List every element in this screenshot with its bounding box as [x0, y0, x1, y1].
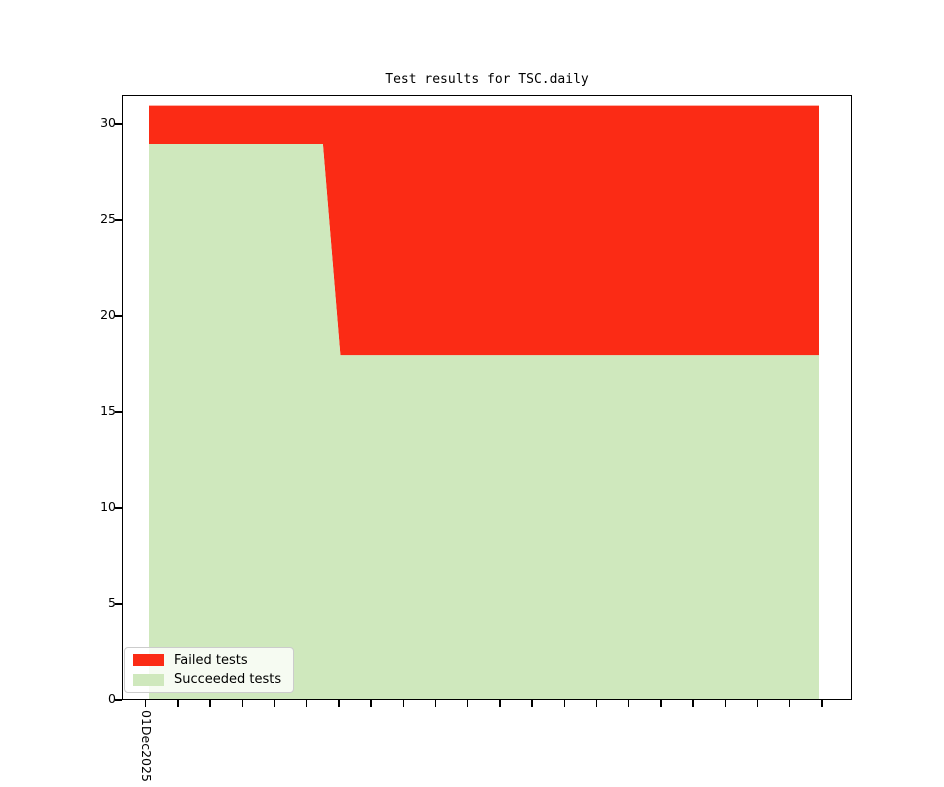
- y-axis-tick-mark: [115, 315, 122, 317]
- x-axis-tick-mark: [821, 700, 823, 707]
- x-axis-tick-mark: [209, 700, 211, 707]
- x-axis-tick-mark: [595, 700, 598, 707]
- legend-swatch-failed-icon: [133, 654, 164, 667]
- y-axis-tick-label: 0: [108, 691, 116, 706]
- x-axis-tick-mark: [402, 700, 404, 707]
- y-axis-tick-label: 15: [100, 402, 116, 418]
- y-axis-tick-labels: 30 25 20 15 10 5 0: [72, 0, 116, 787]
- y-axis-tick-label: 25: [100, 210, 116, 226]
- x-axis-tick-mark: [499, 700, 501, 707]
- x-axis-tick-mark: [692, 700, 694, 707]
- y-axis-tick-mark: [115, 123, 122, 125]
- x-axis-tick-label-01dec2025: 01Dec2025: [139, 710, 154, 782]
- y-axis-tick-label: 5: [108, 594, 116, 610]
- y-axis-tick-label: 10: [100, 498, 116, 514]
- x-axis-tick-mark: [338, 700, 340, 707]
- area-succeeded-tests: [149, 144, 819, 699]
- y-axis-tick-label: 30: [100, 114, 116, 130]
- legend-swatch-succeeded-icon: [133, 673, 164, 686]
- x-axis-tick-mark: [724, 700, 726, 707]
- x-axis-tick-mark: [756, 700, 759, 707]
- x-axis-tick-mark: [434, 700, 437, 707]
- x-axis-tick-mark: [467, 700, 469, 707]
- y-axis-tick-label: 20: [100, 306, 116, 322]
- y-axis-tick-mark: [115, 603, 122, 605]
- x-axis-tick-mark: [531, 700, 533, 707]
- y-axis-tick-mark: [115, 219, 122, 221]
- x-axis-tick-mark: [145, 700, 147, 707]
- plot-area: [122, 95, 852, 700]
- legend-label-failed: Failed tests: [174, 652, 248, 668]
- area-failed-tests: [149, 105, 819, 356]
- x-axis-tick-mark: [563, 700, 565, 707]
- y-axis-tick-mark: [115, 411, 122, 413]
- x-axis-tick-mark: [789, 700, 791, 707]
- chart-title: Test results for TSC.daily: [385, 72, 589, 87]
- x-axis-tick-mark: [306, 700, 308, 707]
- legend-label-succeeded: Succeeded tests: [174, 672, 282, 688]
- x-axis-tick-mark: [273, 700, 276, 707]
- y-axis-tick-mark: [115, 507, 122, 509]
- legend-item-succeeded-tests: Succeeded tests: [133, 672, 285, 689]
- x-axis-tick-mark: [177, 700, 179, 707]
- y-axis-tick-mark: [115, 699, 122, 701]
- plot-svg: [149, 105, 819, 699]
- x-axis-tick-mark: [660, 700, 662, 707]
- chart-legend: Failed tests Succeeded tests: [124, 647, 294, 693]
- x-axis-tick-mark: [241, 700, 243, 707]
- legend-item-failed-tests: Failed tests: [133, 652, 285, 669]
- x-axis-tick-mark: [370, 700, 372, 707]
- x-axis-tick-mark: [628, 700, 630, 707]
